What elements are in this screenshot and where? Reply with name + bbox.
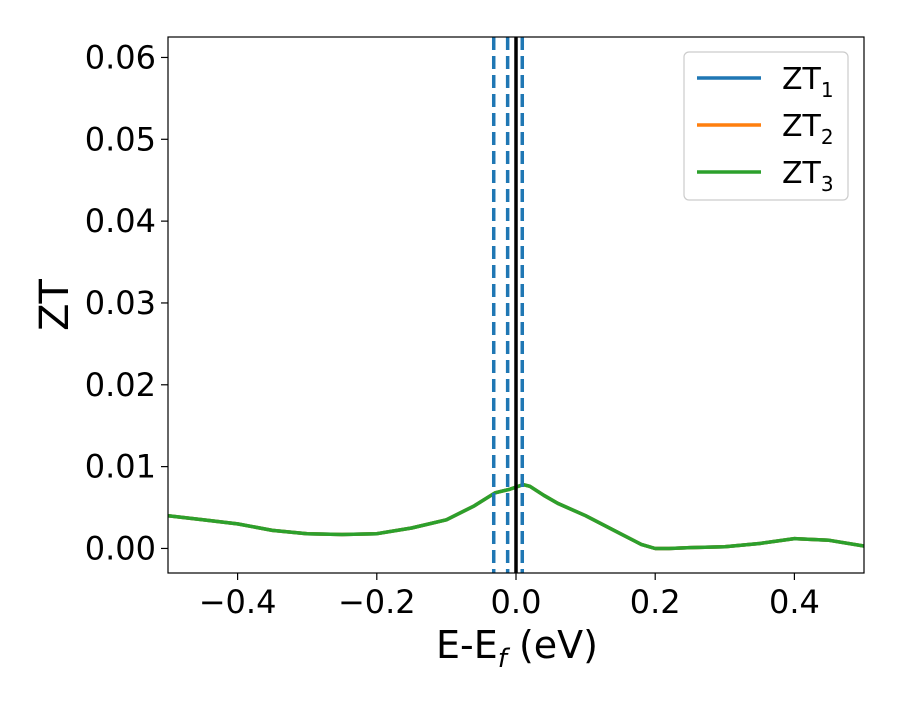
series-line-3 xyxy=(168,482,864,551)
legend-label-3: ZT3 xyxy=(782,156,834,196)
x-axis-label: E-Ef (eV) xyxy=(436,623,598,674)
x-tick-label: 0.2 xyxy=(630,583,681,621)
x-tick-label: 0.4 xyxy=(769,583,820,621)
x-axis-ticks: −0.4 −0.2 0.0 0.2 0.4 xyxy=(199,573,820,621)
y-tick-label: 0.06 xyxy=(85,38,156,76)
x-tick-label: −0.2 xyxy=(338,583,416,621)
y-tick-label: 0.05 xyxy=(85,120,156,158)
x-tick-label: −0.4 xyxy=(199,583,277,621)
fermi-marker-lines xyxy=(491,37,525,573)
legend-label-1: ZT1 xyxy=(782,62,834,102)
y-axis-label: ZT xyxy=(32,279,78,331)
y-tick-label: 0.03 xyxy=(85,284,156,322)
x-tick-label: 0.0 xyxy=(491,583,542,621)
y-tick-label: 0.04 xyxy=(85,202,156,240)
legend: ZT1 ZT2 ZT3 xyxy=(683,51,849,201)
y-tick-label: 0.02 xyxy=(85,366,156,404)
y-axis-ticks: 0.00 0.01 0.02 0.03 0.04 0.05 0.06 xyxy=(85,38,168,567)
y-tick-label: 0.00 xyxy=(85,529,156,567)
y-tick-label: 0.01 xyxy=(85,448,156,486)
plot-area xyxy=(168,482,864,551)
legend-label-2: ZT2 xyxy=(782,109,834,149)
legend-box xyxy=(683,51,849,201)
